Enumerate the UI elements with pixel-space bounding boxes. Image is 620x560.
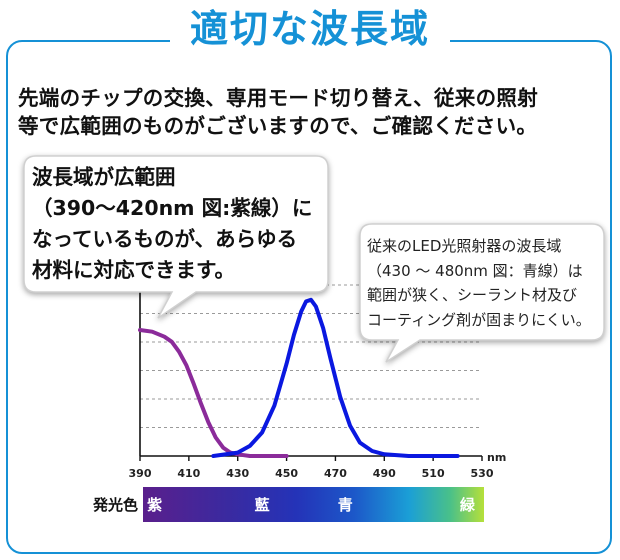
emission-band-label: 緑 — [460, 496, 476, 514]
x-tick-label: 530 — [471, 467, 494, 480]
x-ticks: 390 410 430 450 470 490 510 530 — [129, 456, 494, 480]
x-tick-label: 430 — [226, 467, 249, 480]
callout-narrow-line-3: 範囲が狭く、シーラント材及び — [367, 286, 578, 304]
page-title: 適切な波長域 — [169, 4, 450, 54]
x-tick-label: 410 — [177, 467, 200, 480]
x-tick-label: 450 — [275, 467, 298, 480]
emission-band-labels: 紫藍青緑 — [147, 496, 476, 514]
blue-series-line — [211, 297, 460, 458]
x-tick-label: 510 — [422, 467, 445, 480]
x-tick-label: 470 — [324, 467, 347, 480]
intro-text: 先端のチップの交換、専用モード切り替え、従来の照射 等で広範囲のものがございます… — [18, 84, 608, 140]
violet-series-line — [138, 328, 289, 458]
page-title-wrap: 適切な波長域 — [0, 4, 620, 54]
callout-wide-bubble — [23, 155, 329, 319]
emission-color-band — [143, 487, 484, 522]
callout-narrow-line-4: コーティング剤が固まりにくい。 — [367, 310, 591, 329]
emission-band-label: 藍 — [255, 496, 270, 514]
emission-band-title: 発光色 — [92, 496, 138, 514]
series-lines — [138, 297, 460, 458]
x-tick-label: 490 — [373, 467, 396, 480]
emission-band-label: 青 — [338, 496, 353, 514]
intro-line-2: 等で広範囲のものがございますので、ご確認ください。 — [18, 114, 538, 138]
callout-wide-line-4: 材料に対応できます。 — [32, 258, 235, 282]
callout-wide-line-2: （390～420nm 図:紫線）に — [32, 196, 313, 220]
callout-narrow-line-1: 従来のLED光照射器の波長域 — [367, 237, 562, 255]
callout-wide-line-1: 波長域が広範囲 — [32, 165, 176, 189]
intro-line-1: 先端のチップの交換、専用モード切り替え、従来の照射 — [18, 86, 538, 110]
callout-narrow-bubble — [359, 223, 605, 363]
callout-wide-text: 波長域が広範囲 （390～420nm 図:紫線）に なっているものが、あらゆる … — [32, 162, 312, 286]
callout-narrow-line-2: （430 ～ 480nm 図：青線）は — [367, 261, 583, 280]
x-unit-label: nm — [487, 451, 506, 464]
x-tick-label: 390 — [129, 467, 152, 480]
callout-wide-line-3: なっているものが、あらゆる — [32, 227, 298, 251]
emission-band-label: 紫 — [147, 496, 162, 514]
callout-narrow-text: 従来のLED光照射器の波長域 （430 ～ 480nm 図：青線）は 範囲が狭く… — [367, 234, 591, 332]
